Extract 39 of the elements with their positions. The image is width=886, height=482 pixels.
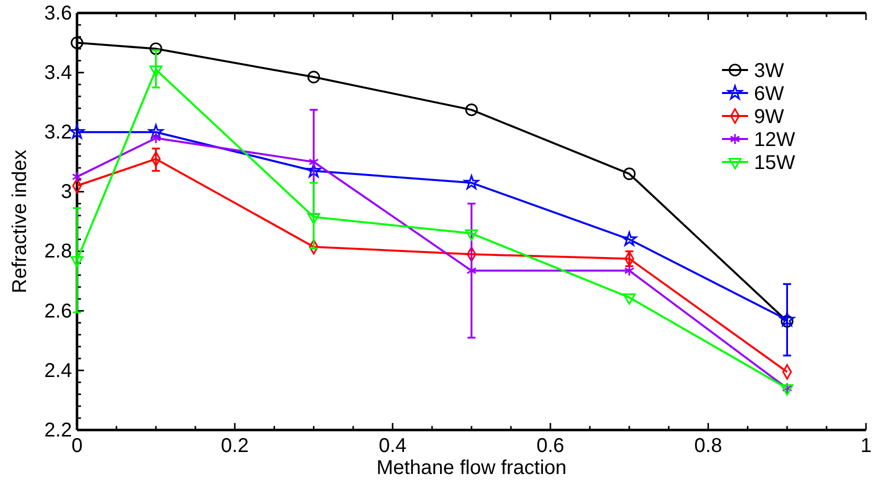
legend-label: 3W (754, 60, 784, 82)
x-tick-label: 0.2 (220, 435, 249, 457)
point (308, 156, 319, 168)
point (307, 70, 320, 84)
x-tick-label: 0 (71, 435, 83, 457)
x-axis-title: Methane flow fraction (376, 457, 567, 479)
point (622, 232, 637, 246)
point (624, 264, 634, 276)
y-tick-label: 3 (60, 181, 72, 204)
point (307, 212, 320, 224)
x-tick-label: 0.4 (378, 435, 407, 457)
x-tick-label: 1 (860, 435, 872, 457)
point (150, 132, 162, 144)
point (623, 168, 636, 180)
y-tick-label: 2.6 (44, 300, 72, 322)
y-tick-label: 3.6 (44, 2, 72, 24)
point (306, 163, 322, 178)
y-tick-label: 3.2 (44, 122, 72, 144)
legend-label: 15W (754, 152, 796, 174)
point (466, 264, 477, 276)
y-tick-label: 2.2 (44, 419, 72, 442)
point (148, 124, 164, 139)
y-axis-title: Refractive index (9, 150, 31, 294)
y-tick-label: 2.8 (44, 240, 72, 263)
y-tick-label: 3.4 (44, 62, 72, 84)
point (72, 171, 82, 183)
point (465, 104, 478, 116)
legend-label: 12W (754, 129, 796, 151)
legend-label: 6W (754, 83, 784, 105)
point (70, 36, 84, 50)
x-tick-label: 0.6 (536, 435, 564, 457)
legend-label: 9W (754, 106, 784, 128)
point (150, 42, 162, 56)
x-tick-label: 0.8 (694, 435, 722, 457)
point (464, 174, 479, 190)
point (780, 312, 795, 326)
point (70, 124, 84, 139)
y-tick-label: 2.4 (44, 360, 72, 382)
point (622, 293, 636, 305)
